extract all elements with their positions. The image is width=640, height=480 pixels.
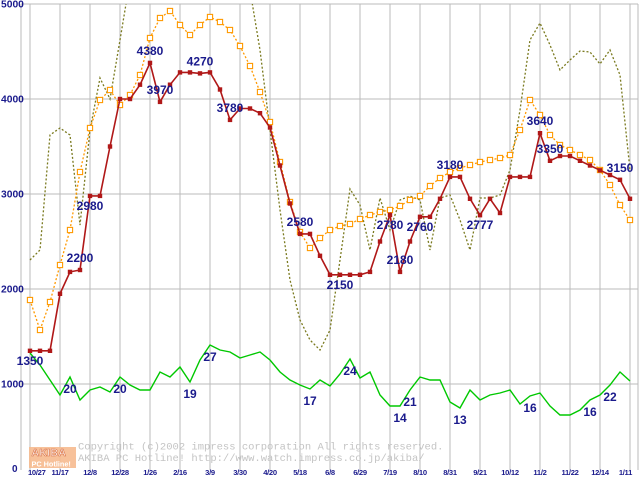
svg-text:0: 0 bbox=[12, 464, 18, 475]
svg-text:2780: 2780 bbox=[377, 218, 404, 232]
svg-text:4270: 4270 bbox=[187, 54, 214, 68]
svg-text:8/31: 8/31 bbox=[443, 468, 458, 477]
svg-text:12/14: 12/14 bbox=[591, 468, 610, 477]
svg-text:3640: 3640 bbox=[527, 114, 554, 128]
svg-text:1/26: 1/26 bbox=[143, 468, 157, 477]
svg-text:20: 20 bbox=[63, 382, 77, 396]
svg-text:3000: 3000 bbox=[1, 190, 24, 201]
svg-text:6/8: 6/8 bbox=[325, 468, 335, 477]
svg-text:PC Hotline!: PC Hotline! bbox=[32, 460, 71, 469]
svg-text:16: 16 bbox=[523, 401, 537, 415]
svg-text:19: 19 bbox=[183, 387, 197, 401]
svg-text:11/22: 11/22 bbox=[561, 468, 578, 477]
svg-text:10/27: 10/27 bbox=[28, 468, 46, 477]
svg-text:2980: 2980 bbox=[77, 199, 104, 213]
svg-text:9/21: 9/21 bbox=[473, 468, 488, 477]
svg-text:3/9: 3/9 bbox=[205, 468, 215, 477]
svg-text:2/16: 2/16 bbox=[173, 468, 187, 477]
svg-text:3150: 3150 bbox=[607, 161, 634, 175]
svg-text:8/10: 8/10 bbox=[413, 468, 427, 477]
svg-text:20: 20 bbox=[113, 382, 127, 396]
svg-text:3180: 3180 bbox=[437, 158, 464, 172]
svg-text:16: 16 bbox=[583, 405, 597, 419]
svg-text:12/28: 12/28 bbox=[111, 468, 129, 477]
svg-text:14: 14 bbox=[393, 411, 407, 425]
svg-text:1/11: 1/11 bbox=[619, 468, 633, 477]
svg-text:1000: 1000 bbox=[1, 380, 24, 391]
svg-text:5000: 5000 bbox=[1, 0, 24, 11]
svg-text:3/30: 3/30 bbox=[233, 468, 247, 477]
svg-text:2777: 2777 bbox=[467, 218, 494, 232]
svg-text:2580: 2580 bbox=[287, 215, 314, 229]
svg-text:2150: 2150 bbox=[327, 278, 354, 292]
svg-text:AKIBA: AKIBA bbox=[32, 447, 67, 459]
svg-text:2000: 2000 bbox=[1, 285, 24, 296]
svg-text:22: 22 bbox=[603, 390, 617, 404]
svg-text:13: 13 bbox=[453, 413, 467, 427]
svg-text:21: 21 bbox=[403, 395, 417, 409]
svg-text:3780: 3780 bbox=[217, 101, 244, 115]
svg-text:4000: 4000 bbox=[1, 95, 24, 106]
svg-text:27: 27 bbox=[203, 350, 217, 364]
svg-text:AKIBA PC Hotline! http://www: AKIBA PC Hotline! http://www.watch.impre… bbox=[78, 453, 425, 465]
svg-text:6/29: 6/29 bbox=[353, 468, 367, 477]
svg-text:4/20: 4/20 bbox=[263, 468, 277, 477]
svg-text:17: 17 bbox=[303, 394, 317, 408]
svg-text:2200: 2200 bbox=[67, 251, 94, 265]
svg-text:12/8: 12/8 bbox=[83, 468, 97, 477]
svg-text:5/18: 5/18 bbox=[293, 468, 307, 477]
svg-text:7/19: 7/19 bbox=[383, 468, 397, 477]
svg-text:2760: 2760 bbox=[407, 220, 434, 234]
svg-text:11/17: 11/17 bbox=[51, 468, 68, 477]
svg-text:11/2: 11/2 bbox=[533, 468, 546, 477]
svg-text:1350: 1350 bbox=[17, 354, 44, 368]
svg-text:10/12: 10/12 bbox=[501, 468, 519, 477]
svg-text:Copyright (c)2002 impress cor: Copyright (c)2002 impress corporation Al… bbox=[78, 442, 443, 454]
svg-text:4380: 4380 bbox=[137, 44, 164, 58]
svg-text:24: 24 bbox=[343, 364, 357, 378]
svg-text:2180: 2180 bbox=[387, 253, 414, 267]
svg-text:3970: 3970 bbox=[147, 83, 174, 97]
svg-text:3350: 3350 bbox=[537, 142, 564, 156]
